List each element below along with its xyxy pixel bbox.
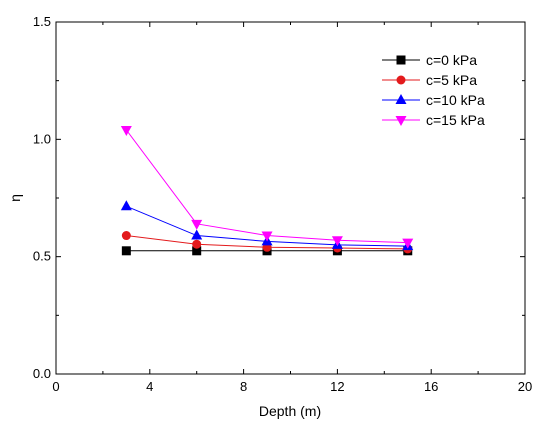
data-point (191, 219, 203, 230)
legend-label: c=0 kPa (426, 52, 477, 68)
y-axis-title: η (7, 194, 23, 202)
x-tick-label: 4 (146, 379, 153, 394)
y-tick-label: 1.5 (33, 14, 51, 29)
y-tick-label: 0.0 (33, 366, 51, 381)
y-tick-label: 1.0 (33, 131, 51, 146)
x-axis-ticks: 0 4 8 12 16 20 (52, 22, 532, 394)
data-point (331, 236, 343, 247)
data-point (120, 125, 132, 136)
legend-marker (396, 55, 406, 65)
legend-entry: c=0 kPa (382, 52, 477, 68)
x-tick-label: 16 (424, 379, 438, 394)
data-point (402, 238, 414, 249)
y-axis-ticks: 0.0 0.5 1.0 1.5 (33, 14, 525, 381)
data-point (191, 229, 203, 240)
legend: c=0 kPa c=5 kPa c=10 kPa c=15 kPa (382, 52, 485, 128)
legend-entry: c=5 kPa (382, 72, 477, 88)
legend-marker (395, 116, 407, 126)
x-tick-label: 20 (518, 379, 532, 394)
data-point (121, 246, 131, 256)
x-tick-label: 0 (52, 379, 59, 394)
plot-frame (55, 21, 526, 375)
data-point (192, 246, 202, 256)
x-tick-label: 8 (240, 379, 247, 394)
data-point (192, 239, 202, 249)
y-tick-label: 0.5 (33, 249, 51, 264)
series-c-15-kpa (120, 125, 414, 249)
legend-label: c=10 kPa (426, 92, 485, 108)
data-point (121, 231, 131, 241)
legend-entry: c=15 kPa (382, 112, 485, 128)
legend-label: c=5 kPa (426, 72, 477, 88)
legend-marker (395, 94, 407, 104)
legend-marker (396, 75, 406, 85)
legend-entry: c=10 kPa (382, 92, 485, 108)
legend-label: c=15 kPa (426, 112, 485, 128)
data-point (261, 231, 273, 242)
x-tick-label: 12 (330, 379, 344, 394)
series-layer (120, 125, 414, 256)
x-axis-title: Depth (m) (259, 403, 321, 419)
data-point (120, 200, 132, 211)
